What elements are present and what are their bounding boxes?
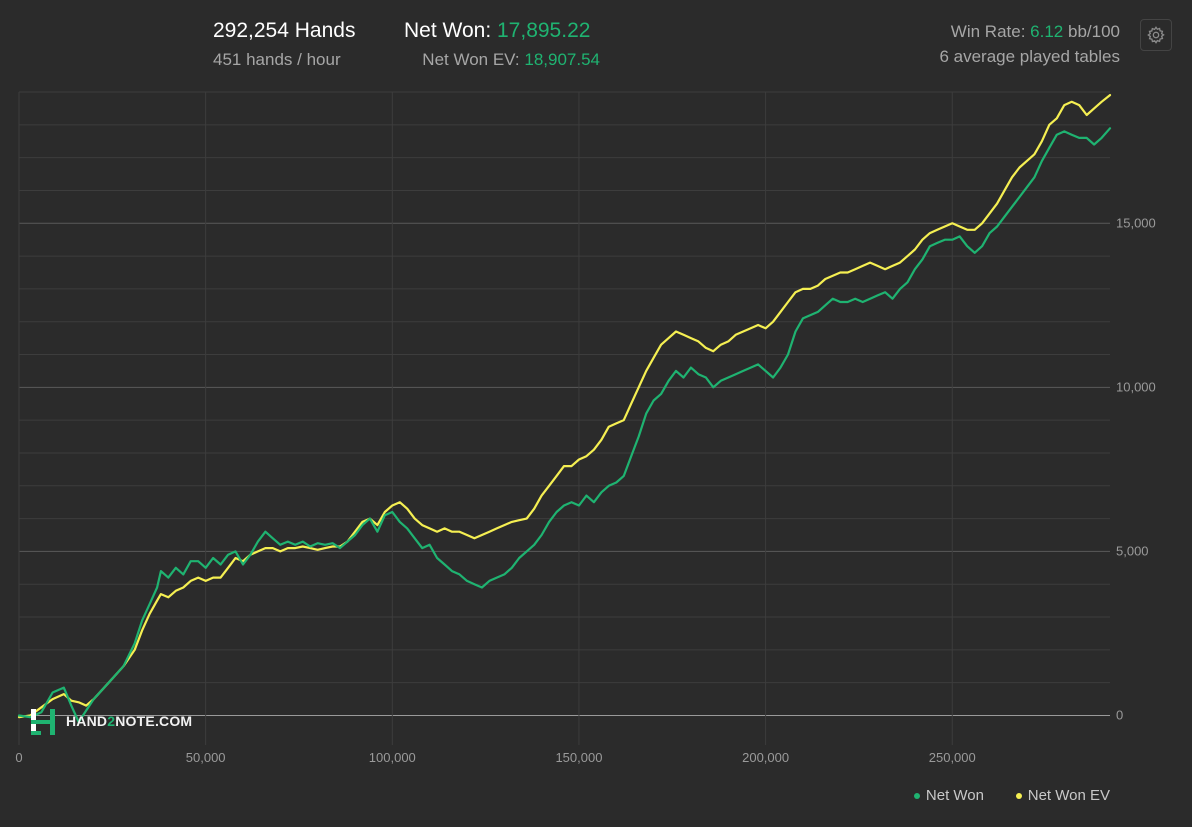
- x-tick-label: 250,000: [929, 750, 976, 765]
- h-logo-icon: [31, 709, 55, 735]
- x-tick-label: 50,000: [186, 750, 226, 765]
- win-rate-label: Win Rate:: [950, 22, 1026, 41]
- x-tick-label: 200,000: [742, 750, 789, 765]
- net-won-value: 17,895.22: [497, 19, 591, 42]
- y-tick-label: 10,000: [1116, 379, 1156, 394]
- x-tick-label: 0: [15, 750, 22, 765]
- legend-label-net-won-ev: Net Won EV: [1027, 787, 1110, 804]
- y-tick-label: 5,000: [1116, 543, 1149, 558]
- grid-lines: [18, 91, 1110, 745]
- axis-labels: 0 50,000 100,000 150,000 200,000 250,000 0 5,00…: [15, 215, 1155, 765]
- win-rate-unit: bb/100: [1068, 22, 1120, 41]
- net-won-stat: Net Won: 17,895.22: [404, 19, 590, 43]
- net-won-ev-line: [17, 94, 1112, 719]
- net-won-ev-value: 18,907.54: [524, 50, 600, 69]
- logo-text: HAND2NOTE.COM: [66, 713, 193, 729]
- hand2note-logo: HAND2NOTE.COM: [28, 706, 192, 736]
- net-won-label: Net Won:: [404, 19, 492, 42]
- x-tick-label: 150,000: [555, 750, 602, 765]
- y-tick-label: 0: [1116, 707, 1123, 722]
- settings-button[interactable]: [1140, 19, 1172, 51]
- net-won-line: [17, 127, 1112, 724]
- legend-item-net-won[interactable]: Net Won: [913, 787, 984, 804]
- y-tick-label: 15,000: [1116, 215, 1156, 230]
- win-rate-stat: Win Rate: 6.12 bb/100: [951, 22, 1120, 42]
- series-lines: [17, 94, 1112, 724]
- hands-label: Hands: [294, 19, 356, 42]
- average-tables-stat: 6 average played tables: [939, 47, 1120, 66]
- legend-label-net-won: Net Won: [925, 787, 984, 804]
- hands-value: 292,254: [213, 19, 289, 42]
- hands-stat: 292,254 Hands: [213, 19, 355, 43]
- net-won-ev-label: Net Won EV:: [422, 50, 520, 69]
- x-tick-label: 100,000: [369, 750, 416, 765]
- net-won-ev-stat: Net Won EV: 18,907.54: [422, 50, 600, 70]
- win-rate-value: 6.12: [1030, 22, 1064, 41]
- net-won-ev-dot-icon: [1015, 793, 1022, 800]
- net-won-dot-icon: [913, 793, 920, 800]
- hands-per-hour: 451 hands / hour: [213, 50, 341, 69]
- gear-icon: [1147, 26, 1165, 44]
- legend-item-net-won-ev[interactable]: Net Won EV: [1015, 787, 1110, 804]
